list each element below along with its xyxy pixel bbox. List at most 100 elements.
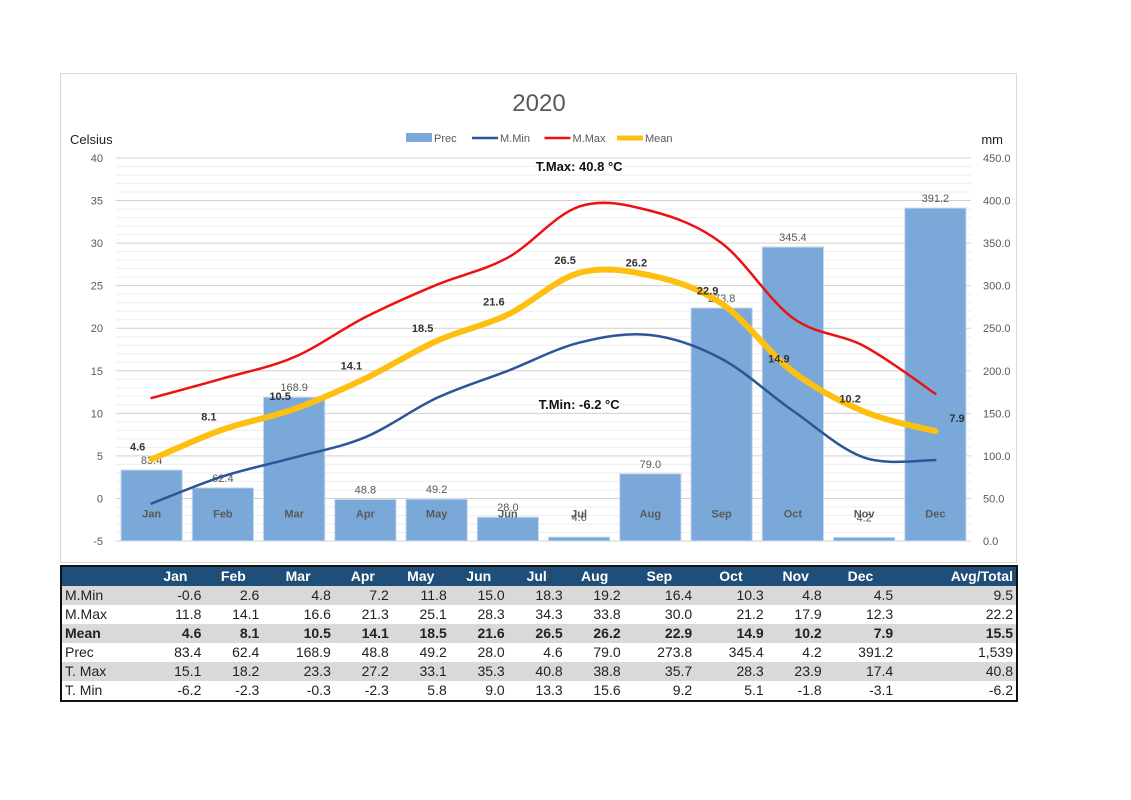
table-cell: 10.3 [695, 586, 767, 605]
table-cell: 13.3 [507, 681, 566, 701]
mean-value-label: 21.6 [483, 297, 504, 309]
bar-prec-sep [690, 307, 753, 542]
x-tick-label: Sep [712, 508, 732, 520]
table-cell: 17.4 [824, 662, 897, 681]
table-cell: 21.2 [695, 605, 767, 624]
table-row-label: T. Min [61, 681, 147, 701]
table-cell: 15.1 [146, 662, 205, 681]
table-cell: 25.1 [391, 605, 450, 624]
legend-swatch-prec [406, 133, 432, 142]
legend-label: M.Min [500, 133, 530, 145]
table-cell: 4.5 [824, 586, 897, 605]
table-cell: 11.8 [146, 605, 205, 624]
table-cell: 391.2 [824, 643, 897, 662]
mean-value-label: 14.9 [768, 354, 789, 366]
table-header-cell: Apr [333, 566, 392, 586]
annotation-label: T.Max: 40.8 °C [536, 159, 623, 174]
line-mean [148, 266, 939, 463]
y-right-tick-label: 200.0 [983, 366, 1011, 378]
table-cell: 12.3 [824, 605, 897, 624]
table-header-cell: Feb [204, 566, 263, 586]
table-cell: 4.6 [507, 643, 566, 662]
table-cell: 9.2 [623, 681, 696, 701]
table-header-cell: Aug [565, 566, 624, 586]
table-cell: 14.9 [695, 624, 767, 643]
x-tick-label: Aug [640, 508, 661, 520]
table-cell: 4.8 [262, 586, 334, 605]
bar-prec-aug [619, 473, 682, 542]
table-cell: 22.2 [896, 605, 1017, 624]
y-left-tick-label: 25 [91, 281, 103, 293]
table-cell: 34.3 [507, 605, 566, 624]
table-cell: 40.8 [896, 662, 1017, 681]
mean-value-label: 14.1 [341, 360, 362, 372]
table-cell: 5.1 [695, 681, 767, 701]
x-tick-label: Jul [571, 508, 587, 520]
climate-data-table: Jan Feb Mar Apr May Jun Jul Aug Sep Oct Nov Dec Avg/… [60, 565, 1018, 702]
y-right-tick-label: 50.0 [983, 493, 1004, 505]
table-cell: 345.4 [695, 643, 767, 662]
table-cell: 15.0 [449, 586, 508, 605]
table-cell: 19.2 [565, 586, 624, 605]
x-tick-label: Mar [284, 508, 304, 520]
table-cell: 2.6 [204, 586, 263, 605]
table-header-cell: Sep [623, 566, 696, 586]
table-cell: 16.4 [623, 586, 696, 605]
line-mmin [150, 332, 937, 505]
y-axis-left-title: Celsius [70, 132, 113, 147]
table-cell: -0.6 [146, 586, 205, 605]
table-row: Prec 83.4 62.4 168.9 48.8 49.2 28.0 4.6 79.0 273.… [61, 643, 1017, 662]
table-cell: 18.3 [507, 586, 566, 605]
x-tick-label: May [426, 508, 448, 520]
y-right-tick-label: 300.0 [983, 281, 1011, 293]
table-row: M.Min -0.6 2.6 4.8 7.2 11.8 15.0 18.3 19.2 16.4 10… [61, 586, 1017, 605]
table-cell: 16.6 [262, 605, 334, 624]
table-cell: 10.2 [766, 624, 825, 643]
bar-value-label: 391.2 [922, 193, 950, 205]
table-cell: 9.0 [449, 681, 508, 701]
table-cell: 15.5 [896, 624, 1017, 643]
mean-value-label: 10.2 [839, 394, 860, 406]
table-row-label: T. Max [61, 662, 147, 681]
table-cell: -2.3 [204, 681, 263, 701]
mean-value-label: 18.5 [412, 323, 433, 335]
bar-prec-jun [476, 516, 540, 542]
y-left-tick-label: 35 [91, 196, 103, 208]
table-row-label: M.Max [61, 605, 147, 624]
mean-value-label: 26.5 [554, 255, 575, 267]
y-left-tick-label: 20 [91, 323, 103, 335]
table-cell: 7.9 [824, 624, 897, 643]
y-left-tick-label: 15 [91, 366, 103, 378]
table-row: Mean 4.6 8.1 10.5 14.1 18.5 21.6 26.5 26.2 22.9 14… [61, 624, 1017, 643]
table-row-label: M.Min [61, 586, 147, 605]
y-left-tick-label: -5 [93, 536, 103, 548]
table-row: T. Max 15.1 18.2 23.3 27.2 33.1 35.3 40.8 38.8 35… [61, 662, 1017, 681]
y-left-tick-label: 5 [97, 451, 103, 463]
x-tick-label: Jan [142, 508, 161, 520]
table-cell: 8.1 [204, 624, 263, 643]
bar-prec-jan [120, 469, 183, 542]
table-cell: 4.2 [766, 643, 825, 662]
legend-label: M.Max [573, 133, 607, 145]
table-header-cell: May [391, 566, 450, 586]
table-cell: 23.3 [262, 662, 334, 681]
table-cell: 5.8 [391, 681, 450, 701]
bar-prec-jul [547, 536, 611, 542]
table-cell: 28.3 [695, 662, 767, 681]
table-header-blank [61, 566, 147, 586]
mean-value-label: 4.6 [130, 441, 145, 453]
table-cell: 26.5 [507, 624, 566, 643]
table-cell: 30.0 [623, 605, 696, 624]
bar-prec-dec [904, 207, 967, 542]
table-cell: 33.1 [391, 662, 450, 681]
y-right-tick-label: 450.0 [983, 153, 1011, 165]
y-left-tick-label: 10 [91, 408, 103, 420]
table-header-cell: Mar [262, 566, 334, 586]
table-header-row: Jan Feb Mar Apr May Jun Jul Aug Sep Oct Nov Dec Avg/… [61, 566, 1017, 586]
table-cell: 22.9 [623, 624, 696, 643]
table-cell: 79.0 [565, 643, 624, 662]
bar-value-label: 4.2 [856, 512, 871, 524]
y-left-tick-label: 0 [97, 493, 103, 505]
mean-value-label: 7.9 [949, 413, 964, 425]
bar-value-label: 79.0 [640, 459, 661, 471]
